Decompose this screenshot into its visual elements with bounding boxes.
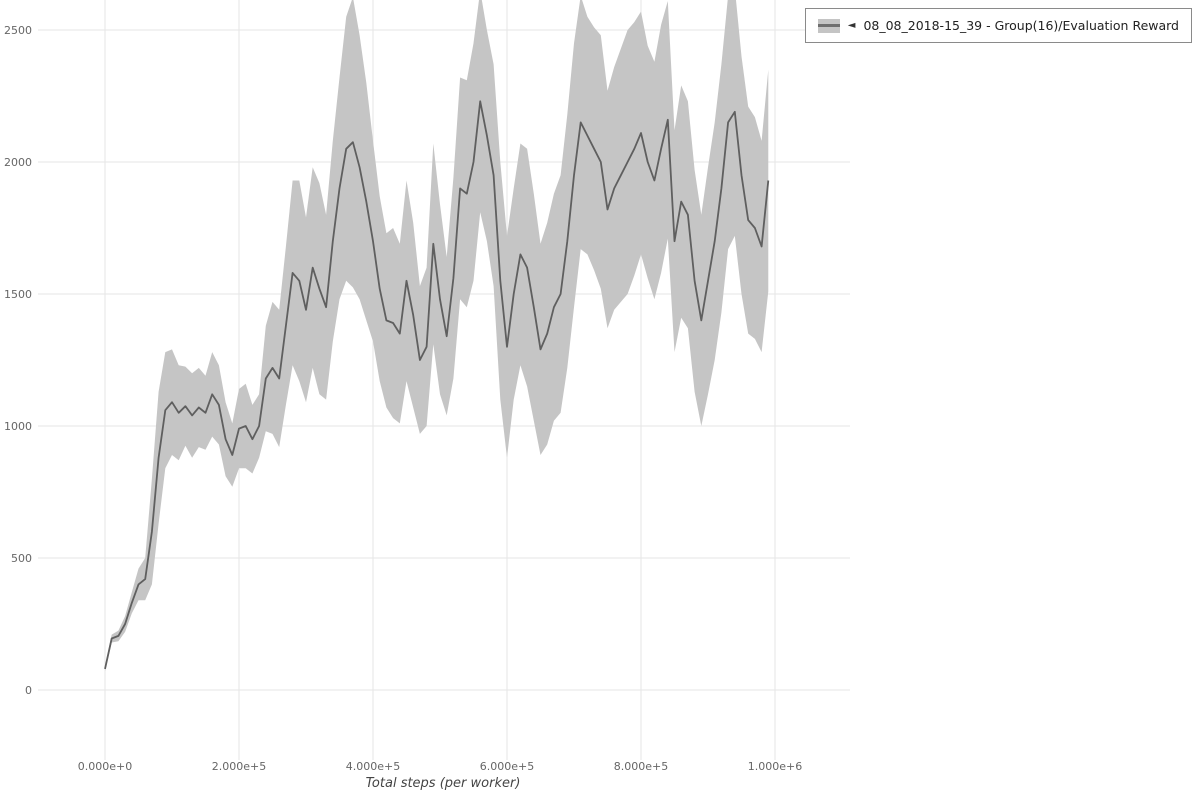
legend-swatch-line [817,24,840,27]
x-tick-label: 6.000e+5 [480,760,534,773]
x-tick-label: 1.000e+6 [748,760,802,773]
x-tick-label: 4.000e+5 [346,760,400,773]
y-tick-label: 2000 [4,156,32,169]
x-tick-label: 2.000e+5 [212,760,266,773]
y-tick-label: 0 [25,684,32,697]
legend-series-label: 08_08_2018-15_39 - Group(16)/Evaluation … [863,18,1179,33]
legend-series-swatch [817,18,840,33]
confidence-band [105,0,769,672]
y-tick-label: 2500 [4,24,32,37]
x-tick-label: 0.000e+0 [78,760,132,773]
legend-collapse-icon[interactable]: ◄ [847,20,856,31]
x-tick-label: 8.000e+5 [614,760,668,773]
y-tick-label: 1500 [4,288,32,301]
mean-line [104,100,770,670]
y-tick-labels: 0 500 1000 1500 2000 2500 [4,24,32,697]
x-axis-label: Total steps (per worker) [365,776,521,791]
x-tick-labels: 0.000e+0 2.000e+5 4.000e+5 6.000e+5 8.000e+5… [78,760,802,773]
y-tick-label: 500 [11,552,32,565]
y-tick-label: 1000 [4,420,32,433]
legend-item[interactable]: ◄ 08_08_2018-15_39 - Group(16)/Evaluatio… [804,8,1192,43]
